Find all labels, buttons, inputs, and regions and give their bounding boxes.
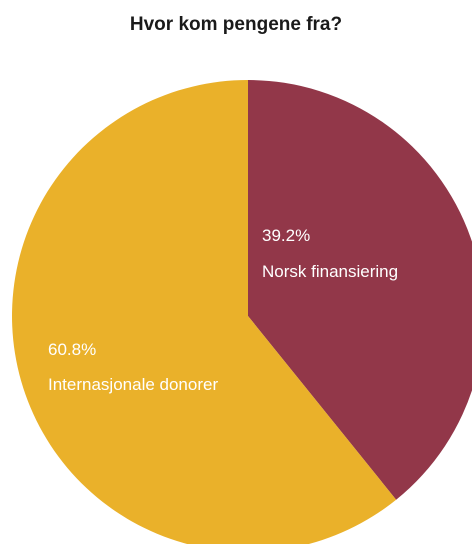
pie-slices bbox=[12, 80, 472, 544]
pie-slice-2 bbox=[12, 80, 397, 544]
pie-slice-1 bbox=[248, 80, 472, 500]
slice-category-label-1: Norsk finansiering bbox=[262, 262, 398, 281]
slice-category-label-2: Internasjonale donorer bbox=[48, 375, 218, 394]
chart-title: Hvor kom pengene fra? bbox=[129, 14, 343, 35]
pie-labels: 39.2% Norsk finansiering 60.8% Internasjona… bbox=[48, 226, 398, 394]
slice-value-label-2: 60.8% bbox=[48, 340, 96, 359]
slice-value-label-1: 39.2% bbox=[262, 226, 310, 245]
